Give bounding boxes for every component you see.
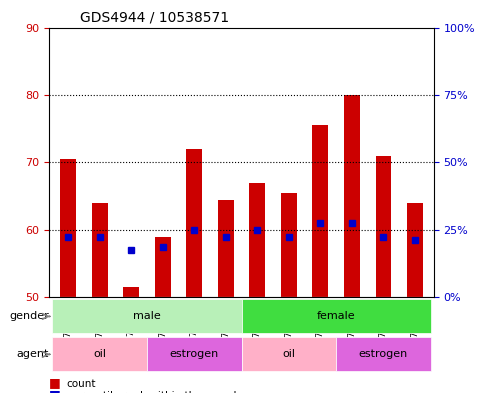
Text: ■: ■ (49, 376, 61, 389)
Text: oil: oil (93, 349, 106, 359)
Bar (218, 200, 234, 298)
Bar (281, 193, 297, 298)
Text: ■: ■ (49, 388, 61, 393)
Bar (155, 237, 171, 298)
FancyBboxPatch shape (242, 337, 336, 371)
Bar (376, 156, 391, 298)
Bar (123, 287, 139, 298)
FancyBboxPatch shape (147, 337, 242, 371)
Text: oil: oil (282, 349, 295, 359)
Text: estrogen: estrogen (359, 349, 408, 359)
Text: female: female (317, 311, 355, 321)
Text: GDS4944 / 10538571: GDS4944 / 10538571 (80, 11, 229, 25)
Text: estrogen: estrogen (170, 349, 219, 359)
Bar (407, 203, 423, 298)
Text: percentile rank within the sample: percentile rank within the sample (67, 391, 243, 393)
Text: gender: gender (9, 311, 49, 321)
FancyBboxPatch shape (52, 299, 242, 334)
FancyBboxPatch shape (336, 337, 431, 371)
Bar (92, 203, 107, 298)
Bar (313, 125, 328, 298)
Text: count: count (67, 379, 96, 389)
FancyBboxPatch shape (52, 337, 147, 371)
Bar (60, 159, 76, 298)
Text: male: male (133, 311, 161, 321)
Bar (344, 95, 360, 298)
Bar (249, 183, 265, 298)
FancyBboxPatch shape (242, 299, 431, 334)
Bar (186, 149, 202, 298)
Text: agent: agent (16, 349, 49, 359)
